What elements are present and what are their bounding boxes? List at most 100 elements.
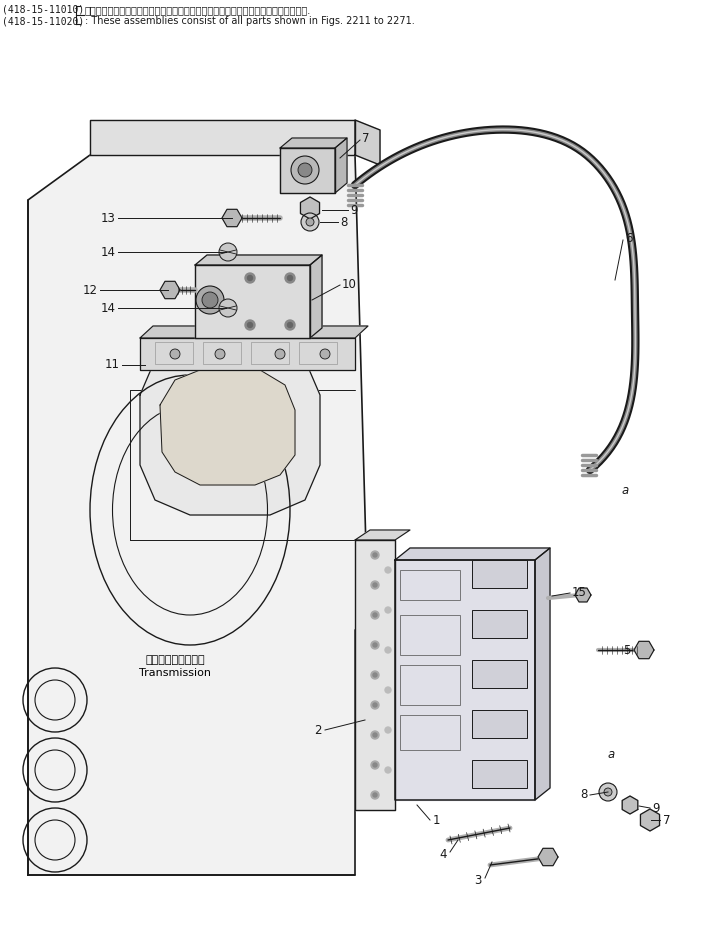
- Circle shape: [245, 320, 255, 330]
- Text: 2: 2: [314, 723, 322, 737]
- Circle shape: [219, 243, 237, 261]
- Circle shape: [373, 673, 377, 677]
- Circle shape: [288, 322, 292, 328]
- Text: 14: 14: [101, 301, 116, 315]
- Circle shape: [604, 788, 612, 796]
- Bar: [472, 710, 527, 738]
- Text: (418-15-11010): (418-15-11010): [2, 5, 84, 15]
- Circle shape: [202, 292, 218, 308]
- Circle shape: [371, 671, 379, 679]
- Text: 7: 7: [663, 814, 671, 826]
- Circle shape: [371, 731, 379, 739]
- Polygon shape: [538, 849, 558, 866]
- Circle shape: [247, 275, 252, 281]
- Text: 9: 9: [350, 203, 358, 217]
- Bar: [251, 342, 289, 364]
- Bar: [400, 615, 460, 655]
- Text: 9: 9: [652, 802, 659, 815]
- Polygon shape: [140, 345, 320, 515]
- Polygon shape: [575, 588, 591, 602]
- Polygon shape: [195, 265, 310, 338]
- Text: (418-15-11020): (418-15-11020): [2, 16, 84, 26]
- Circle shape: [373, 703, 377, 707]
- Text: 13: 13: [101, 212, 116, 224]
- Circle shape: [371, 611, 379, 619]
- Polygon shape: [280, 148, 335, 193]
- Text: 10: 10: [342, 279, 357, 291]
- Text: a: a: [622, 483, 629, 496]
- Circle shape: [599, 783, 617, 801]
- Circle shape: [285, 273, 295, 283]
- Polygon shape: [622, 796, 638, 814]
- Polygon shape: [355, 540, 395, 810]
- Circle shape: [373, 643, 377, 647]
- Circle shape: [371, 551, 379, 559]
- Bar: [400, 570, 460, 600]
- Polygon shape: [535, 548, 550, 800]
- Text: 11: 11: [105, 359, 120, 371]
- Bar: [299, 342, 337, 364]
- Circle shape: [373, 733, 377, 737]
- Text: ：これらのアセンブリの構成部品は第２２１１図から第２２７１図の部品を含みます.: ：これらのアセンブリの構成部品は第２２１１図から第２２７１図の部品を含みます.: [85, 5, 311, 15]
- Text: a: a: [608, 749, 615, 761]
- Circle shape: [306, 218, 314, 226]
- Circle shape: [215, 349, 225, 359]
- Circle shape: [245, 273, 255, 283]
- Circle shape: [285, 320, 295, 330]
- Circle shape: [170, 349, 180, 359]
- Circle shape: [371, 761, 379, 769]
- Text: 15: 15: [572, 587, 587, 599]
- Circle shape: [385, 647, 391, 653]
- Circle shape: [385, 607, 391, 613]
- Circle shape: [373, 613, 377, 617]
- Polygon shape: [300, 197, 320, 219]
- Text: 1: 1: [433, 814, 441, 826]
- Circle shape: [385, 767, 391, 773]
- Circle shape: [219, 299, 237, 317]
- Circle shape: [275, 349, 285, 359]
- Polygon shape: [640, 809, 659, 831]
- Polygon shape: [222, 209, 242, 227]
- Circle shape: [385, 727, 391, 733]
- Text: Transmission: Transmission: [139, 668, 211, 678]
- Circle shape: [371, 581, 379, 589]
- Text: 4: 4: [439, 849, 447, 862]
- Polygon shape: [634, 642, 654, 658]
- Text: トランスミッション: トランスミッション: [146, 655, 205, 665]
- Bar: [472, 610, 527, 638]
- Polygon shape: [395, 560, 535, 800]
- Polygon shape: [310, 255, 322, 338]
- Polygon shape: [395, 548, 550, 560]
- Text: 14: 14: [101, 246, 116, 258]
- Circle shape: [298, 163, 312, 177]
- Bar: [155, 342, 193, 364]
- Circle shape: [373, 793, 377, 797]
- Circle shape: [247, 322, 252, 328]
- Polygon shape: [195, 255, 322, 265]
- Circle shape: [371, 701, 379, 709]
- Circle shape: [373, 553, 377, 557]
- Bar: [472, 760, 527, 788]
- Circle shape: [385, 567, 391, 573]
- Circle shape: [371, 791, 379, 799]
- Polygon shape: [355, 530, 410, 540]
- Bar: [203, 342, 241, 364]
- Circle shape: [291, 156, 319, 184]
- Circle shape: [373, 583, 377, 587]
- Circle shape: [196, 286, 224, 314]
- Text: 12: 12: [83, 284, 98, 297]
- Text: 5: 5: [623, 643, 631, 657]
- Polygon shape: [335, 138, 347, 193]
- Polygon shape: [28, 155, 368, 875]
- Polygon shape: [140, 338, 355, 370]
- Polygon shape: [90, 120, 355, 155]
- Bar: [400, 715, 460, 750]
- Circle shape: [373, 763, 377, 767]
- Bar: [400, 665, 460, 705]
- Text: 8: 8: [581, 788, 588, 802]
- Bar: [472, 560, 527, 588]
- Polygon shape: [280, 138, 347, 148]
- Circle shape: [385, 687, 391, 693]
- Text: : These assemblies consist of all parts shown in Figs. 2211 to 2271.: : These assemblies consist of all parts …: [85, 16, 415, 26]
- Polygon shape: [355, 120, 380, 165]
